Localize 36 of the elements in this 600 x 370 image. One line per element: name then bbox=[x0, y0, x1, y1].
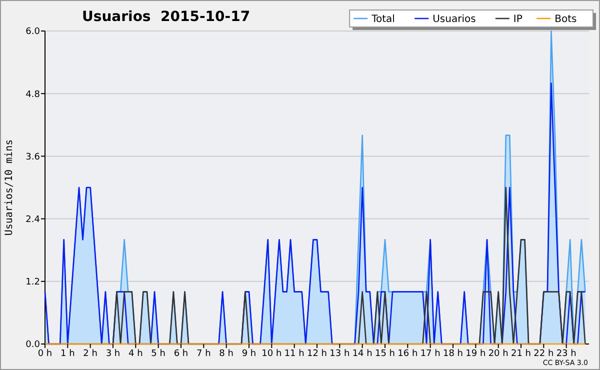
x-tick-label: 23 h bbox=[556, 349, 576, 359]
x-tick-label: 19 h bbox=[466, 349, 486, 359]
x-tick-label: 16 h bbox=[398, 349, 418, 359]
x-tick-label: 5 h bbox=[151, 349, 166, 359]
x-tick-label: 2 h bbox=[83, 349, 98, 359]
x-tick-label: 1 h bbox=[60, 349, 75, 359]
x-tick-label: 8 h bbox=[219, 349, 234, 359]
x-tick-label: 6 h bbox=[174, 349, 188, 359]
x-tick-label: 13 h bbox=[330, 349, 350, 359]
y-tick-label: 1.2 bbox=[26, 278, 40, 288]
y-axis-title: Usuarios/10 mins bbox=[4, 139, 15, 236]
x-tick-label: 21 h bbox=[510, 349, 532, 359]
x-tick-label: 15 h bbox=[374, 349, 396, 359]
legend-label: Bots bbox=[554, 14, 577, 25]
x-tick-label: 12 h bbox=[306, 349, 328, 359]
x-tick-label: 18 h bbox=[442, 349, 464, 359]
x-tick-label: 9 h bbox=[242, 349, 256, 359]
x-tick-label: 22 h bbox=[534, 349, 554, 359]
x-tick-label: 14 h bbox=[352, 349, 372, 359]
legend-label: Total bbox=[370, 14, 395, 25]
y-tick-label: 0.0 bbox=[26, 340, 40, 350]
y-tick-label: 3.6 bbox=[26, 152, 40, 162]
x-tick-label: 4 h bbox=[128, 349, 143, 359]
legend-label: IP bbox=[513, 14, 522, 25]
legend-label: Usuarios bbox=[432, 14, 476, 25]
x-tick-label: 0 h bbox=[38, 349, 52, 359]
y-tick-label: 2.4 bbox=[26, 214, 40, 225]
x-tick-label: 10 h bbox=[262, 349, 282, 359]
x-tick-label: 20 h bbox=[488, 349, 508, 359]
y-tick-label: 6.0 bbox=[26, 27, 40, 38]
x-tick-label: 11 h bbox=[284, 349, 304, 359]
chart-title: Usuarios 2015-10-17 bbox=[82, 9, 250, 25]
x-tick-label: 3 h bbox=[106, 349, 120, 359]
y-tick-label: 4.8 bbox=[26, 90, 40, 100]
x-tick-label: 17 h bbox=[420, 349, 440, 359]
x-tick-label: 7 h bbox=[196, 349, 211, 359]
